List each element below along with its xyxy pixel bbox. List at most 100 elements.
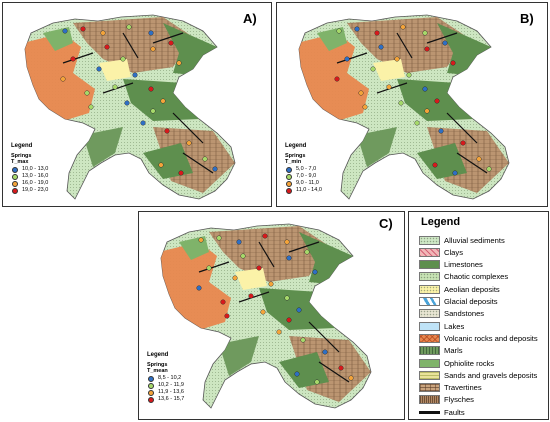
spring-marker — [70, 56, 76, 62]
region-outline — [160, 223, 372, 409]
class-row: 8,5 - 10,2 — [147, 375, 184, 382]
spring-marker — [300, 337, 306, 343]
legend-swatch — [419, 247, 440, 257]
spring-marker — [176, 60, 182, 66]
class-range: 11,0 - 14,0 — [296, 187, 322, 194]
legend-item: Flysches — [419, 394, 474, 406]
spring-marker — [262, 233, 268, 239]
panel-label-a: A) — [243, 11, 257, 26]
legend-swatch — [419, 309, 440, 319]
spring-marker — [268, 281, 274, 287]
legend-label: Ophiolite rocks — [444, 358, 495, 368]
spring-marker — [414, 120, 420, 126]
spring-marker — [140, 120, 146, 126]
legend-item: Aeolian deposits — [419, 283, 500, 295]
spring-marker — [358, 90, 364, 96]
legend-swatch — [419, 395, 440, 405]
spring-marker — [232, 275, 238, 281]
map-panel-b: B) Legend Springs T_min 5,0 - 7,0 7,0 - … — [276, 2, 548, 207]
spring-marker — [216, 235, 222, 241]
spring-marker — [240, 253, 246, 259]
spring-marker — [450, 60, 456, 66]
class-range: 19,0 - 23,0 — [22, 187, 49, 194]
spring-marker — [84, 90, 90, 96]
spring-marker — [112, 84, 118, 90]
legend-item: Sands and gravels deposits — [419, 369, 537, 381]
spring-marker — [348, 375, 354, 381]
spring-marker — [260, 309, 266, 315]
spring-marker — [150, 108, 156, 114]
legend-item: Faults — [419, 406, 465, 418]
spring-marker — [296, 307, 302, 313]
spring-marker — [442, 40, 448, 46]
spring-marker — [132, 72, 138, 78]
class-row: 5,0 - 7,0 — [285, 166, 322, 173]
spring-marker — [202, 156, 208, 162]
spring-marker — [100, 30, 106, 36]
legend-label: Volcanic rocks and deposits — [444, 333, 538, 343]
legend-item: Glacial deposits — [419, 296, 498, 308]
legend-label: Flysches — [444, 395, 474, 405]
class-row: 9,0 - 11,0 — [285, 180, 322, 187]
spring-marker — [276, 329, 282, 335]
springs-title-c: Springs — [147, 361, 168, 368]
legend-swatch — [419, 370, 440, 380]
spring-marker — [124, 100, 130, 106]
class-dot — [148, 389, 154, 396]
legend-swatch — [419, 358, 440, 368]
legend-title-b: Legend — [285, 143, 307, 149]
legend-swatch — [419, 235, 440, 245]
spring-marker — [434, 98, 440, 104]
class-dot — [148, 382, 154, 389]
geological-map-a — [24, 14, 236, 200]
legend-title-a: Legend — [11, 143, 33, 149]
spring-marker — [148, 30, 154, 36]
spring-marker — [62, 28, 68, 34]
lithology-legend-title: Legend — [421, 216, 461, 228]
spring-marker — [424, 108, 430, 114]
legend-title-c: Legend — [147, 352, 169, 358]
legend-label: Faults — [444, 407, 465, 417]
legend-label: Marls — [444, 346, 463, 356]
spring-marker — [314, 379, 320, 385]
spring-marker — [322, 349, 328, 355]
class-range: 13,0 - 16,0 — [22, 173, 49, 180]
class-dot — [12, 173, 18, 180]
spring-marker — [160, 98, 166, 104]
springs-legend-b: Legend Springs T_min 5,0 - 7,0 7,0 - 9,0… — [285, 143, 322, 194]
legend-label: Limestones — [444, 260, 483, 270]
legend-swatch — [419, 333, 440, 343]
spring-marker — [212, 166, 218, 172]
spring-marker — [432, 162, 438, 168]
class-dot — [12, 180, 18, 187]
spring-marker — [304, 249, 310, 255]
springs-legend-a: Legend Springs T_max 10,0 - 13,0 13,0 - … — [11, 143, 48, 194]
spring-marker — [424, 46, 430, 52]
springs-legend-c: Legend Springs T_mean 8,5 - 10,2 10,2 - … — [147, 352, 184, 403]
region-outline — [298, 14, 510, 200]
class-dot — [286, 166, 292, 173]
spring-marker — [196, 285, 202, 291]
spring-marker — [400, 24, 406, 30]
spring-marker — [374, 30, 380, 36]
legend-item: Lakes — [419, 320, 464, 332]
spring-marker — [224, 313, 230, 319]
spring-marker — [460, 140, 466, 146]
class-range: 11,9 - 13,6 — [158, 389, 184, 396]
spring-marker — [284, 239, 290, 245]
legend-swatch — [419, 297, 440, 306]
legend-label: Aeolian deposits — [444, 284, 500, 294]
legend-label: Clays — [444, 247, 463, 257]
class-range: 10,2 - 11,9 — [158, 382, 184, 389]
spring-marker — [148, 86, 154, 92]
legend-swatch — [419, 408, 440, 417]
spring-marker — [284, 295, 290, 301]
spring-marker — [452, 170, 458, 176]
class-row: 11,0 - 14,0 — [285, 187, 322, 194]
map-panel-c: C) Legend Springs T_mean 8,5 - 10,2 10,2… — [138, 211, 405, 420]
spring-marker — [198, 237, 204, 243]
legend-label: Glacial deposits — [444, 297, 498, 306]
class-dot — [286, 187, 292, 194]
spring-marker — [334, 76, 340, 82]
spring-marker — [438, 128, 444, 134]
